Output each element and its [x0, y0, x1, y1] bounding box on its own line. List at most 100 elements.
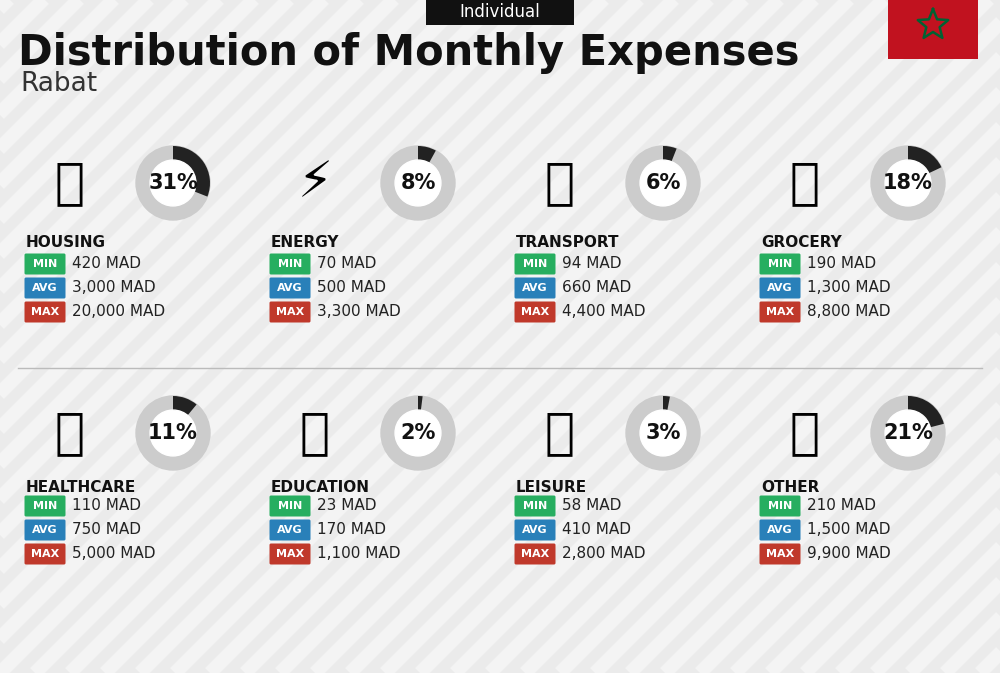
Text: 🛍️: 🛍️	[545, 409, 575, 457]
Text: MAX: MAX	[31, 549, 59, 559]
Text: 5,000 MAD: 5,000 MAD	[72, 546, 156, 561]
Text: 2%: 2%	[400, 423, 436, 443]
Text: MIN: MIN	[278, 501, 302, 511]
FancyBboxPatch shape	[760, 544, 800, 565]
Circle shape	[395, 160, 441, 206]
Text: 20,000 MAD: 20,000 MAD	[72, 304, 165, 320]
Text: 3,000 MAD: 3,000 MAD	[72, 281, 156, 295]
FancyBboxPatch shape	[426, 0, 574, 25]
FancyBboxPatch shape	[270, 495, 310, 516]
Text: MIN: MIN	[33, 259, 57, 269]
Text: AVG: AVG	[277, 525, 303, 535]
FancyBboxPatch shape	[514, 254, 556, 275]
Wedge shape	[173, 146, 210, 197]
Text: MIN: MIN	[523, 501, 547, 511]
Circle shape	[640, 410, 686, 456]
Text: AVG: AVG	[767, 525, 793, 535]
Text: MAX: MAX	[521, 307, 549, 317]
Circle shape	[150, 410, 196, 456]
Circle shape	[150, 160, 196, 206]
Circle shape	[640, 160, 686, 206]
Wedge shape	[908, 146, 941, 183]
Wedge shape	[908, 396, 944, 433]
FancyBboxPatch shape	[24, 495, 66, 516]
Text: 🏢: 🏢	[55, 159, 85, 207]
Text: 9,900 MAD: 9,900 MAD	[807, 546, 891, 561]
Text: 8,800 MAD: 8,800 MAD	[807, 304, 891, 320]
Circle shape	[381, 146, 455, 220]
Wedge shape	[418, 146, 436, 183]
Text: 110 MAD: 110 MAD	[72, 499, 141, 513]
Text: 94 MAD: 94 MAD	[562, 256, 622, 271]
Text: MIN: MIN	[278, 259, 302, 269]
Text: 🎓: 🎓	[300, 409, 330, 457]
Text: 6%: 6%	[645, 173, 681, 193]
Text: LEISURE: LEISURE	[516, 480, 587, 495]
Text: 70 MAD: 70 MAD	[317, 256, 376, 271]
Text: 170 MAD: 170 MAD	[317, 522, 386, 538]
Text: Distribution of Monthly Expenses: Distribution of Monthly Expenses	[18, 32, 800, 74]
Text: MIN: MIN	[33, 501, 57, 511]
Circle shape	[395, 410, 441, 456]
Circle shape	[381, 396, 455, 470]
Wedge shape	[418, 396, 423, 433]
Text: 🏥: 🏥	[55, 409, 85, 457]
FancyBboxPatch shape	[24, 302, 66, 322]
Text: MAX: MAX	[766, 549, 794, 559]
Text: 🚌: 🚌	[545, 159, 575, 207]
Text: 3,300 MAD: 3,300 MAD	[317, 304, 401, 320]
FancyBboxPatch shape	[24, 254, 66, 275]
Text: AVG: AVG	[32, 525, 58, 535]
Text: 58 MAD: 58 MAD	[562, 499, 621, 513]
FancyBboxPatch shape	[270, 520, 310, 540]
Text: AVG: AVG	[522, 283, 548, 293]
Text: 18%: 18%	[883, 173, 933, 193]
Text: 210 MAD: 210 MAD	[807, 499, 876, 513]
Text: EDUCATION: EDUCATION	[271, 480, 370, 495]
FancyBboxPatch shape	[514, 495, 556, 516]
FancyBboxPatch shape	[760, 302, 800, 322]
Text: MIN: MIN	[523, 259, 547, 269]
FancyBboxPatch shape	[514, 277, 556, 299]
Text: AVG: AVG	[767, 283, 793, 293]
FancyBboxPatch shape	[760, 495, 800, 516]
Text: 2,800 MAD: 2,800 MAD	[562, 546, 646, 561]
Text: 21%: 21%	[883, 423, 933, 443]
Text: TRANSPORT: TRANSPORT	[516, 235, 620, 250]
FancyBboxPatch shape	[514, 544, 556, 565]
Text: 3%: 3%	[645, 423, 681, 443]
Circle shape	[626, 146, 700, 220]
Circle shape	[136, 146, 210, 220]
Text: 1,500 MAD: 1,500 MAD	[807, 522, 891, 538]
Wedge shape	[173, 396, 197, 433]
Text: 4,400 MAD: 4,400 MAD	[562, 304, 646, 320]
FancyBboxPatch shape	[760, 254, 800, 275]
FancyBboxPatch shape	[270, 302, 310, 322]
Text: MAX: MAX	[276, 307, 304, 317]
Text: MIN: MIN	[768, 501, 792, 511]
Text: 11%: 11%	[148, 423, 198, 443]
Circle shape	[871, 396, 945, 470]
Wedge shape	[663, 396, 670, 433]
Text: MAX: MAX	[276, 549, 304, 559]
Text: 💰: 💰	[790, 409, 820, 457]
FancyBboxPatch shape	[514, 520, 556, 540]
Text: MIN: MIN	[768, 259, 792, 269]
FancyBboxPatch shape	[270, 254, 310, 275]
Text: 500 MAD: 500 MAD	[317, 281, 386, 295]
Text: 750 MAD: 750 MAD	[72, 522, 141, 538]
FancyBboxPatch shape	[24, 544, 66, 565]
FancyBboxPatch shape	[24, 277, 66, 299]
Circle shape	[885, 160, 931, 206]
Text: AVG: AVG	[277, 283, 303, 293]
Wedge shape	[663, 146, 677, 183]
Text: AVG: AVG	[32, 283, 58, 293]
Circle shape	[136, 396, 210, 470]
FancyBboxPatch shape	[760, 520, 800, 540]
FancyBboxPatch shape	[760, 277, 800, 299]
Text: Rabat: Rabat	[20, 71, 97, 97]
Circle shape	[871, 146, 945, 220]
FancyBboxPatch shape	[514, 302, 556, 322]
Text: MAX: MAX	[521, 549, 549, 559]
Text: 31%: 31%	[148, 173, 198, 193]
